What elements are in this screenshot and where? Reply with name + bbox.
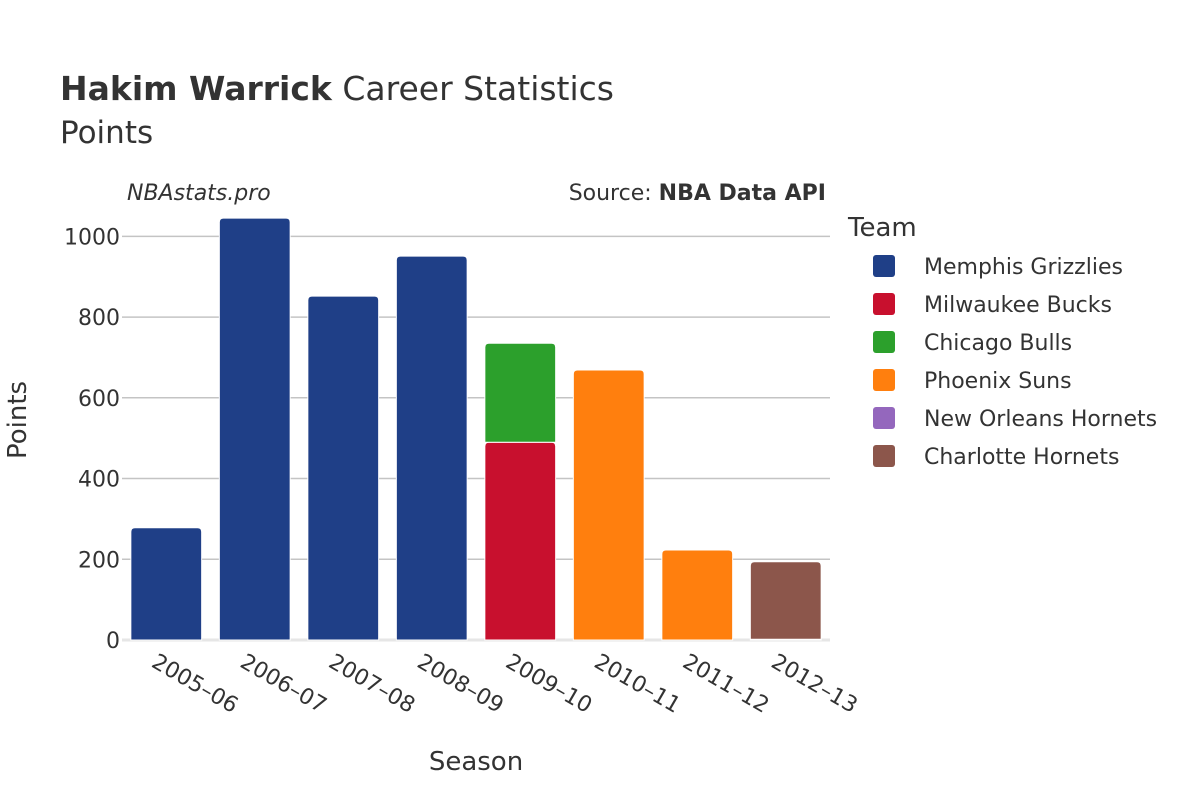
x-axis-title: Season: [429, 747, 523, 777]
x-tick-label: 2010–11: [590, 650, 685, 719]
legend: Memphis Grizzlies Milwaukee Bucks Chicago …: [873, 255, 1157, 470]
x-tick-label: 2012–13: [767, 650, 862, 719]
bar-segment: [749, 561, 822, 640]
bar-segment: [484, 342, 557, 443]
y-tick-label: 200: [78, 548, 120, 573]
x-tick-label: 2009–10: [501, 650, 596, 719]
legend-title: Team: [847, 213, 917, 243]
x-tick-label: 2005–06: [147, 650, 242, 719]
x-tick-label: 2007–08: [324, 650, 419, 719]
source-name: NBA Data API: [659, 181, 826, 206]
legend-swatch: [873, 255, 895, 277]
legend-swatch: [873, 407, 895, 429]
title-rest: Career Statistics: [332, 69, 614, 108]
legend-label: Charlotte Hornets: [924, 445, 1119, 470]
legend-swatch: [873, 369, 895, 391]
x-tick-label: 2008–09: [413, 650, 508, 719]
legend-swatch: [873, 445, 895, 467]
bar-segment: [395, 255, 468, 641]
source-prefix: Source:: [569, 181, 659, 206]
legend-label: Chicago Bulls: [924, 331, 1072, 356]
bar-segment: [307, 295, 380, 641]
legend-label: Milwaukee Bucks: [924, 293, 1112, 318]
bar-segment: [484, 441, 557, 641]
chart-title: Hakim Warrick Career Statistics: [60, 69, 614, 108]
bar-segment: [661, 549, 734, 641]
bar-segment: [572, 369, 645, 641]
legend-swatch: [873, 293, 895, 315]
bars: [130, 217, 822, 641]
legend-label: New Orleans Hornets: [924, 407, 1157, 432]
source-label: Source: NBA Data API: [569, 181, 826, 206]
y-tick-label: 800: [78, 306, 120, 331]
watermark: NBAstats.pro: [127, 181, 271, 206]
bar-segment: [130, 527, 203, 641]
x-tick-label: 2006–07: [236, 650, 331, 719]
y-tick-label: 400: [78, 468, 120, 493]
legend-swatch: [873, 331, 895, 353]
chart-subtitle: Points: [60, 115, 153, 151]
legend-label: Phoenix Suns: [924, 369, 1072, 394]
x-axis-ticks: 2005–062006–072007–082008–092009–102010–…: [147, 650, 861, 719]
title-player-name: Hakim Warrick: [60, 69, 333, 108]
x-tick-label: 2011–12: [678, 650, 773, 719]
y-axis-title: Points: [3, 381, 33, 459]
legend-label: Memphis Grizzlies: [924, 255, 1123, 280]
y-tick-label: 0: [106, 629, 120, 654]
y-axis-ticks: 0 200 400 600 800 1000: [64, 225, 120, 654]
y-tick-label: 600: [78, 387, 120, 412]
bar-segment: [218, 217, 291, 641]
y-tick-label: 1000: [64, 225, 120, 250]
